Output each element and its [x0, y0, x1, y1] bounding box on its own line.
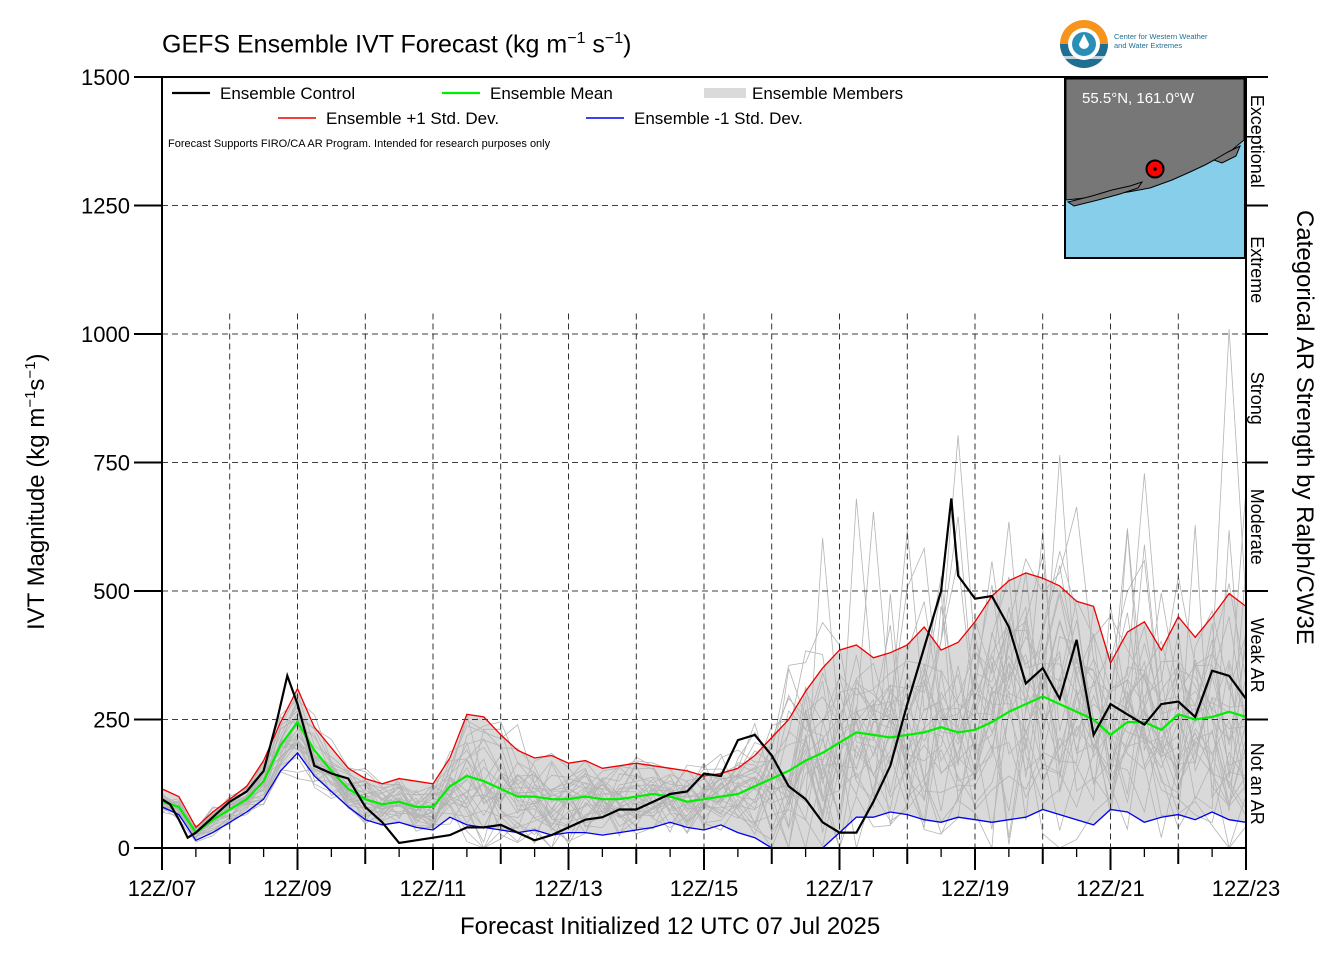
- category-label: Not an AR: [1247, 743, 1267, 825]
- x-tick-label: 12Z/19: [941, 876, 1010, 901]
- legend-label: Ensemble -1 Std. Dev.: [634, 109, 803, 128]
- legend-layer: Ensemble Control Ensemble Mean Ensemble Me…: [172, 84, 903, 128]
- y-tick-label: 1250: [81, 194, 130, 219]
- x-axis-label: Forecast Initialized 12 UTC 07 Jul 2025: [460, 913, 881, 940]
- legend-label: Ensemble Control: [220, 84, 355, 103]
- x-tick-label: 12Z/15: [670, 876, 739, 901]
- category-label: Moderate: [1247, 489, 1267, 565]
- x-tick-label: 12Z/09: [263, 876, 332, 901]
- series-line-minus-sd: [162, 751, 1246, 848]
- ensemble-members-layer: [162, 328, 1246, 848]
- category-label: Weak AR: [1247, 618, 1267, 693]
- legend-label: Ensemble Members: [752, 84, 903, 103]
- legend-label: Ensemble Mean: [490, 84, 613, 103]
- series-layer: [162, 498, 1246, 848]
- category-label: Extreme: [1247, 236, 1267, 303]
- y-tick-label: 0: [118, 836, 130, 861]
- grid-layer: [162, 205, 1246, 848]
- x-tick-label: 12Z/13: [534, 876, 603, 901]
- inset-land-peninsula: [1066, 181, 1144, 207]
- ensemble-member-line: [162, 516, 1246, 834]
- location-inset-map: [1064, 77, 1246, 259]
- y-tick-label: 250: [93, 708, 130, 733]
- x-tick-label: 12Z/23: [1212, 876, 1281, 901]
- legend-label: Ensemble +1 Std. Dev.: [326, 109, 499, 128]
- inset-location-marker-center: [1153, 167, 1157, 171]
- x-tick-label: 12Z/11: [400, 876, 467, 901]
- y-tick-label: 1500: [81, 65, 130, 90]
- disclaimer-note: Forecast Supports FIRO/CA AR Program. In…: [168, 138, 551, 150]
- y-tick-label: 1000: [81, 322, 130, 347]
- cw3e-logo-text: Center for Western Weather and Water Ext…: [1114, 32, 1208, 50]
- series-line-plus-sd: [162, 572, 1246, 829]
- y-tick-label: 750: [93, 451, 130, 476]
- cw3e-logo-icon: [1060, 20, 1108, 68]
- x-tick-label: 12Z/07: [128, 876, 197, 901]
- cw3e-logo: Center for Western Weather and Water Ext…: [1058, 18, 1258, 74]
- inset-land-island: [1212, 144, 1241, 164]
- y-axis-label: IVT Magnitude (kg m−1s−1): [22, 353, 50, 630]
- inset-location-label: 55.5°N, 161.0°W: [1082, 90, 1195, 107]
- x-tick-label: 12Z/21: [1076, 876, 1145, 901]
- chart-title: GEFS Ensemble IVT Forecast (kg m−1 s−1): [162, 30, 632, 59]
- category-label: Exceptional: [1247, 95, 1267, 188]
- right-axis-label: Categorical AR Strength by Ralph/CW3E: [1291, 210, 1318, 645]
- series-line-mean: [162, 695, 1246, 835]
- category-label: Strong: [1247, 372, 1267, 425]
- y-tick-label: 500: [93, 579, 130, 604]
- x-tick-label: 12Z/17: [805, 876, 874, 901]
- series-line-control: [162, 498, 1246, 845]
